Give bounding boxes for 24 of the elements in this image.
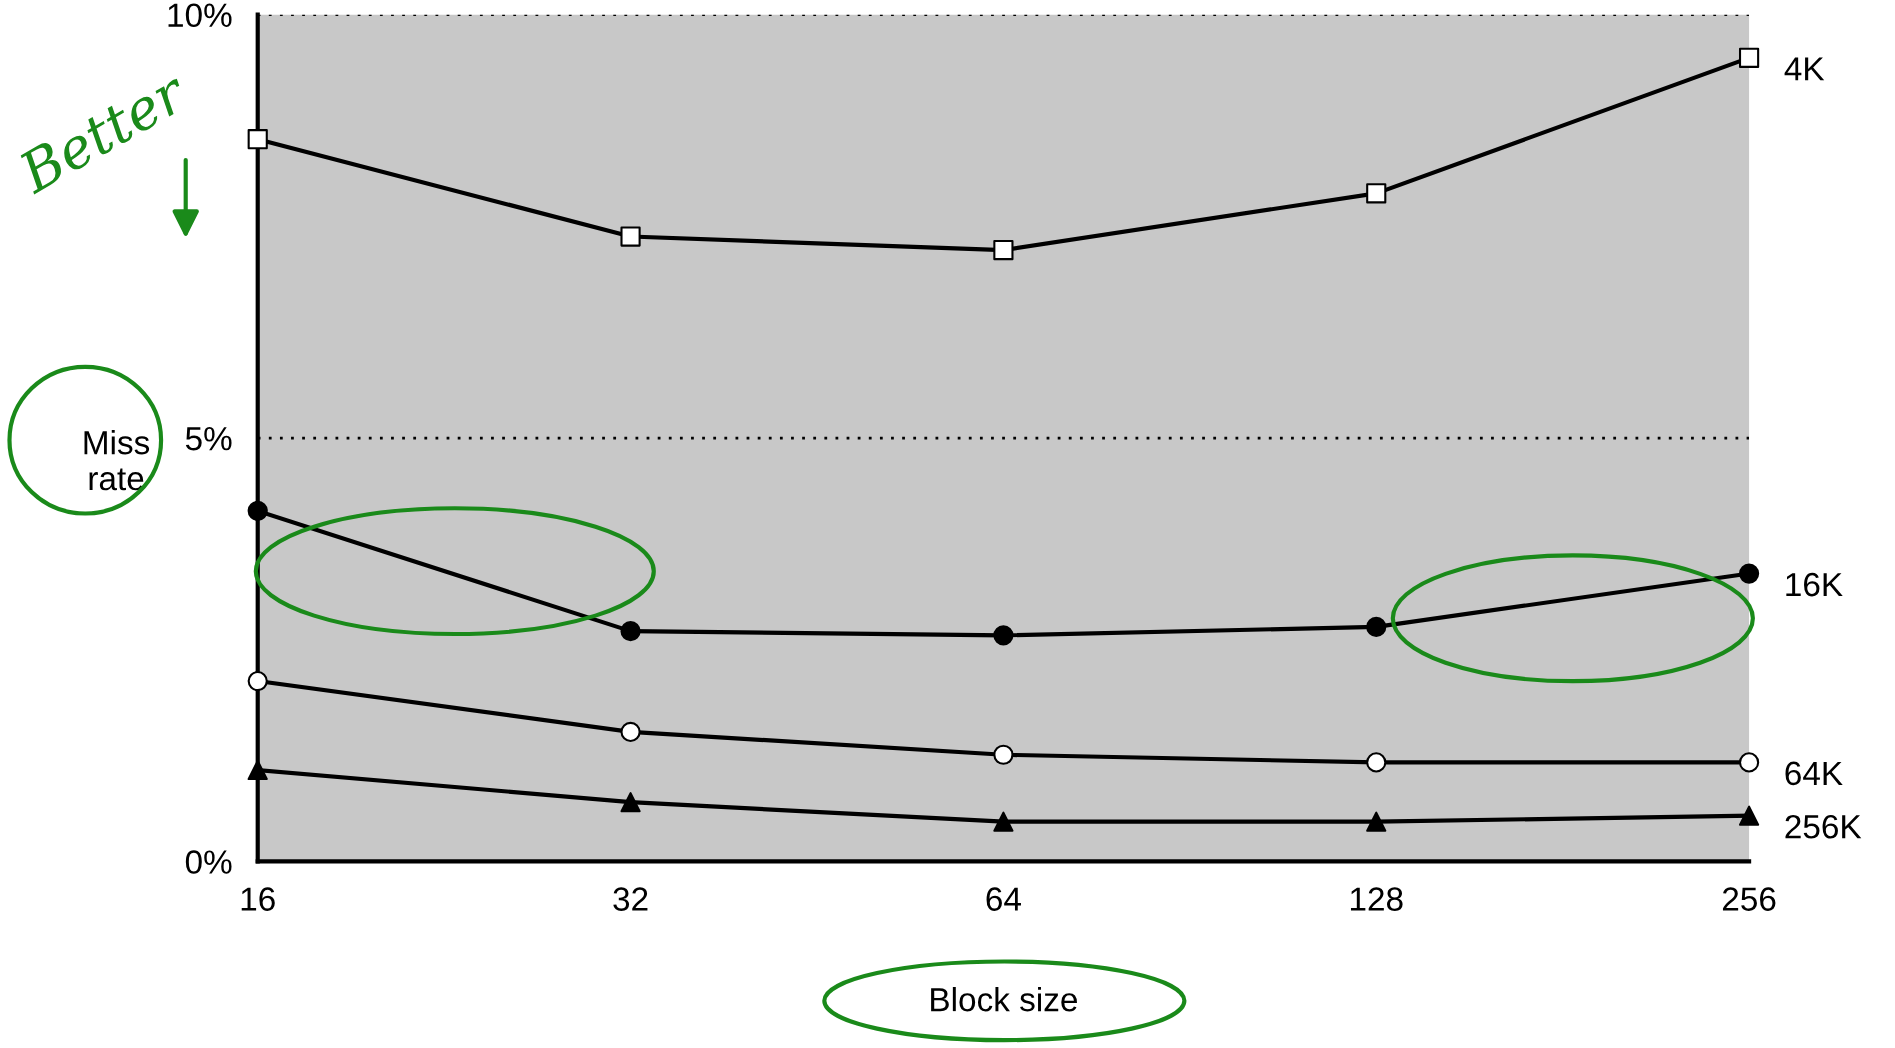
x-axis-title: Block size [931,986,1077,1012]
series-label: 64K [1785,761,1843,786]
point [993,239,1014,261]
y-tick-label: 10% [168,3,232,28]
point [1366,183,1387,204]
point [1738,805,1760,826]
point [247,129,268,150]
x-tick-label: 64 [986,887,1021,911]
y-tick-label: 5% [185,427,232,451]
point [1366,811,1387,832]
point [1738,47,1760,68]
series-label: 16K [1786,572,1843,597]
y-tick-label: 0% [185,850,232,874]
series-label: 4K [1784,57,1825,81]
x-tick-label: 32 [613,887,648,911]
point [620,226,641,247]
x-tick-label: 256 [1722,887,1776,911]
point [247,759,268,781]
x-tick-label: 16 [241,887,275,911]
point [620,792,641,813]
x-tick-label: 128 [1350,887,1403,911]
y-axis-title: Miss rate [84,429,150,491]
series-label: 256K [1785,814,1862,839]
point [993,811,1014,832]
